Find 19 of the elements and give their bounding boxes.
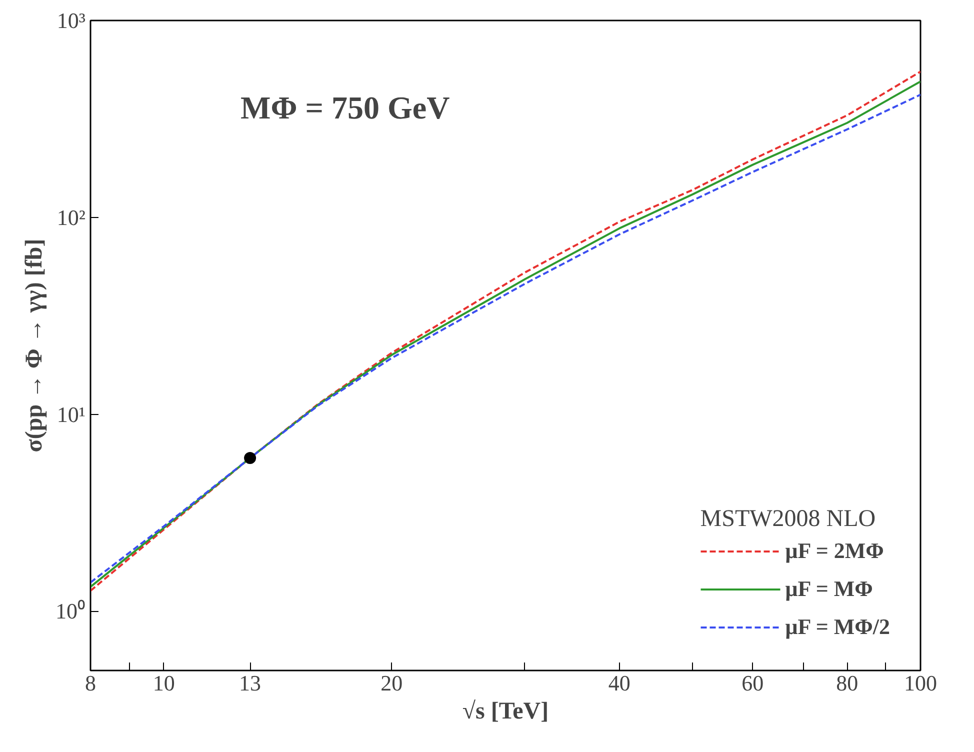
x-tick-label: 40 [608,670,630,696]
x-tick-label: 8 [85,670,96,696]
x-tick-label: 20 [380,670,403,696]
y-tick-label: 10³ [56,8,86,33]
x-tick-label: 60 [742,670,764,696]
legend-label: μF = 2MΦ [785,538,884,564]
legend-label: μF = MΦ [785,576,873,602]
x-tick-label: 13 [239,670,262,696]
y-tick-label: 10² [56,204,86,230]
legend-title: MSTW2008 NLO [700,506,877,533]
x-axis-title: √s [TeV] [462,698,549,724]
y-tick-label: 10¹ [56,402,86,427]
x-tick-label: 80 [836,670,858,696]
legend-label: μF = MΦ/2 [785,614,890,640]
y-axis-title: σ(pp → Φ → γγ) [fb] [22,238,48,452]
annotation: MΦ = 750 GeV [240,90,450,126]
x-tick-label: 10 [152,670,175,696]
x-tick-label: 100 [904,670,937,696]
y-tick-label: 10⁰ [56,598,86,624]
